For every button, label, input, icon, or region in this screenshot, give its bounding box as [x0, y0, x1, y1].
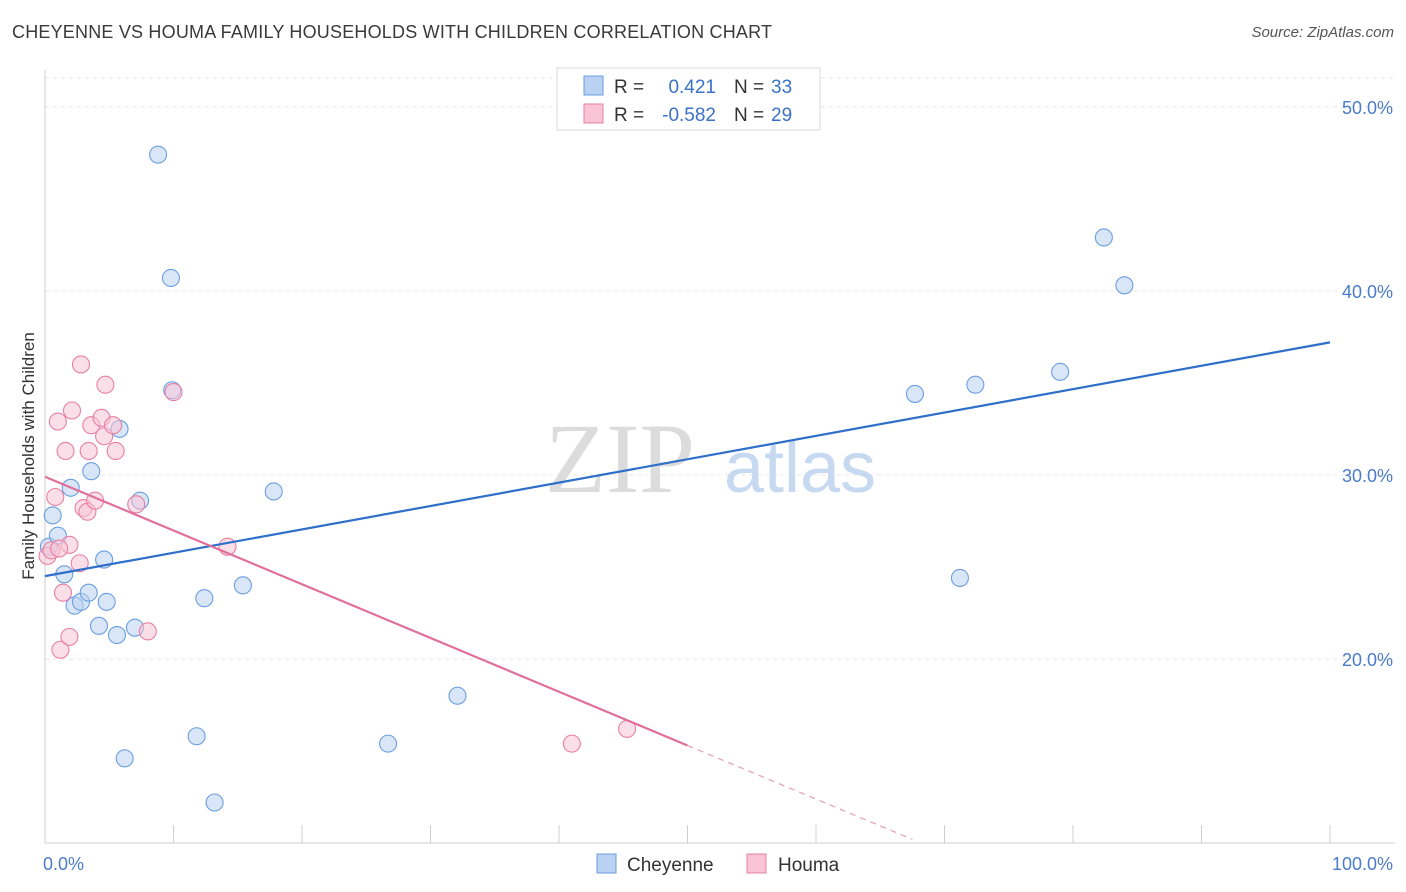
point-cheyenne-8 — [82, 462, 101, 481]
y-tick-labels: 20.0% 30.0% 40.0% 50.0% — [1342, 98, 1393, 670]
point-houma-3 — [51, 640, 70, 659]
point-houma-5 — [56, 441, 75, 461]
point-houma-20 — [106, 441, 125, 461]
point-cheyenne-32 — [1115, 276, 1134, 295]
watermark-zip: ZIP — [545, 403, 695, 514]
point-houma-8 — [62, 401, 82, 420]
y-tick-label-0: 20.0% — [1342, 650, 1393, 670]
point-cheyenne-20 — [187, 727, 206, 746]
point-cheyenne-1 — [43, 506, 62, 525]
point-cheyenne-24 — [264, 482, 283, 501]
y-axis-label: Family Households with Children — [19, 332, 38, 580]
point-houma-19 — [104, 416, 123, 435]
bottom-legend: Cheyenne Houma — [596, 853, 840, 876]
trend-line-extension-houma — [687, 744, 913, 840]
legend-n-value-houma: 29 — [771, 105, 792, 126]
point-houma-21 — [127, 495, 146, 514]
point-cheyenne-28 — [950, 568, 969, 588]
legend-r-value-houma: -0.582 — [662, 105, 716, 126]
point-houma-4 — [53, 583, 73, 602]
point-houma-9 — [70, 554, 89, 573]
x-tick-labels: 0.0% 100.0% — [43, 854, 1393, 874]
point-cheyenne-7 — [79, 583, 98, 602]
y-tick-label-1: 30.0% — [1342, 466, 1393, 486]
legend-r-label-0: R = — [614, 77, 644, 98]
trend-line-houma — [44, 475, 688, 747]
top-legend: R = R = 0.421 -0.582 N = N = 33 29 — [556, 67, 821, 131]
legend-n-label-0: N = — [734, 77, 764, 98]
chart-title: CHEYENNE VS HOUMA FAMILY HOUSEHOLDS WITH… — [12, 22, 773, 42]
point-houma-1 — [46, 487, 65, 507]
point-cheyenne-17 — [149, 145, 168, 164]
y-tick-label-2: 40.0% — [1342, 282, 1393, 302]
watermark: ZIP atlas — [545, 403, 876, 514]
x-tick-label-0: 0.0% — [43, 854, 84, 874]
y-tick-label-3: 50.0% — [1342, 98, 1393, 118]
legend-n-label-1: N = — [734, 105, 764, 126]
legend-n-value-cheyenne: 33 — [771, 77, 792, 98]
bottom-legend-swatch-houma — [746, 853, 767, 874]
point-cheyenne-27 — [905, 384, 924, 403]
point-houma-23 — [164, 383, 183, 402]
point-cheyenne-18 — [161, 268, 180, 288]
point-houma-13 — [79, 441, 98, 461]
point-cheyenne-9 — [89, 616, 109, 635]
point-cheyenne-26 — [448, 686, 467, 705]
point-cheyenne-14 — [115, 749, 134, 768]
watermark-atlas: atlas — [724, 428, 876, 508]
x-tick-label-1: 100.0% — [1332, 854, 1393, 874]
legend-swatch-cheyenne — [583, 75, 604, 96]
axes — [44, 70, 1395, 844]
point-houma-6 — [60, 627, 79, 646]
point-houma-10 — [71, 355, 91, 374]
bottom-legend-swatch-cheyenne — [596, 853, 617, 874]
chart-source: Source: ZipAtlas.com — [1251, 24, 1394, 41]
legend-r-label-1: R = — [614, 105, 644, 126]
trend-lines — [44, 341, 1331, 840]
trend-line-cheyenne — [44, 341, 1331, 578]
point-cheyenne-21 — [195, 589, 214, 608]
point-cheyenne-25 — [379, 734, 398, 753]
point-cheyenne-31 — [1094, 228, 1113, 247]
bottom-legend-label-houma: Houma — [778, 855, 840, 876]
data-points — [38, 145, 1134, 812]
bottom-legend-label-cheyenne: Cheyenne — [627, 855, 714, 876]
point-houma-25 — [562, 734, 581, 753]
point-houma-18 — [96, 375, 115, 394]
point-houma-22 — [138, 622, 157, 641]
point-cheyenne-22 — [205, 793, 224, 812]
point-cheyenne-12 — [107, 625, 127, 645]
point-cheyenne-30 — [1051, 362, 1070, 381]
point-cheyenne-29 — [966, 375, 985, 394]
legend-swatch-houma — [583, 103, 604, 124]
point-cheyenne-23 — [233, 576, 252, 595]
legend-r-value-cheyenne: 0.421 — [668, 77, 716, 98]
point-houma-28 — [50, 539, 69, 558]
point-cheyenne-11 — [97, 592, 116, 611]
point-houma-2 — [48, 412, 67, 431]
